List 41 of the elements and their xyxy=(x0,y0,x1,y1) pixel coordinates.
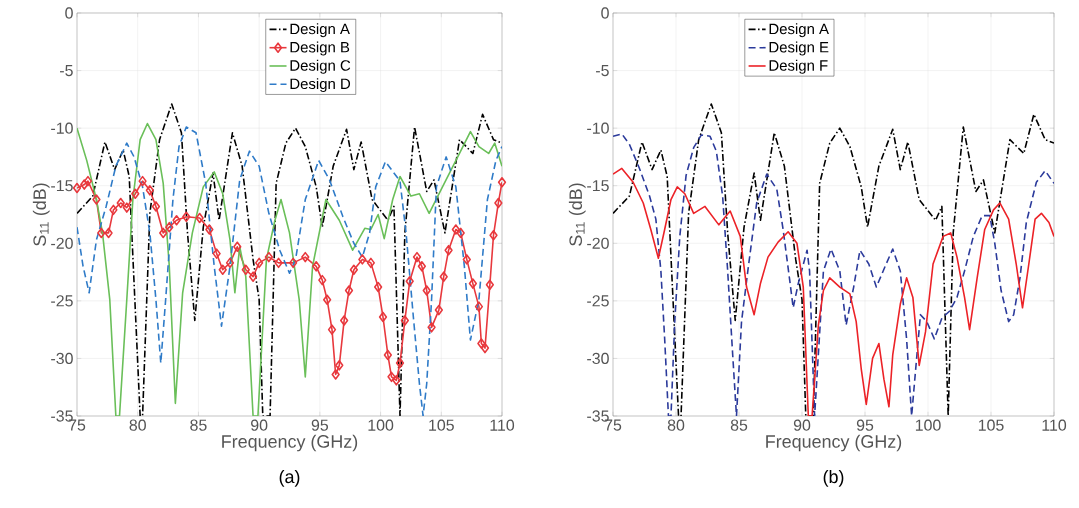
text: (b) xyxy=(823,469,844,487)
y-tick-label: -10 xyxy=(587,122,609,134)
x-tick-label: 105 xyxy=(978,419,1004,431)
y-tick-label: -20 xyxy=(587,237,609,249)
x-tick-label: 105 xyxy=(429,419,454,431)
x-tick-label: 110 xyxy=(490,419,515,431)
y-tick-label: -5 xyxy=(60,65,73,77)
y-tick-label: 0 xyxy=(65,7,73,19)
x-tick-label: 80 xyxy=(667,419,685,431)
x-axis-title: Frequency (GHz) xyxy=(222,434,358,452)
text: (a) xyxy=(279,469,300,487)
y-tick-label: -30 xyxy=(51,352,73,365)
x-tick-label: 95 xyxy=(311,419,329,431)
y-tick-label: 0 xyxy=(601,7,609,19)
x-tick-label: 90 xyxy=(251,419,268,431)
y-tick-label: -25 xyxy=(587,295,609,307)
x-tick-label: 95 xyxy=(856,419,874,431)
x-tick-label: 100 xyxy=(368,419,394,431)
x-tick-label: 80 xyxy=(129,419,146,431)
x-tick-label: 85 xyxy=(730,419,748,431)
legend-label: Design A xyxy=(769,23,829,38)
legend-label: Design A xyxy=(290,23,350,38)
x-axis-title: Frequency (GHz) xyxy=(766,434,902,452)
y-tick-label: -15 xyxy=(51,180,73,192)
x-tick-label: 100 xyxy=(915,419,941,431)
y-axis-title: S$_{11}$ (dB) xyxy=(568,183,586,246)
legend-label: Design B xyxy=(290,41,350,56)
legend-label: Design D xyxy=(290,78,351,93)
y-tick-label: -10 xyxy=(51,122,73,134)
x-tick-label: 90 xyxy=(793,419,811,431)
legend-label: Design E xyxy=(769,41,829,56)
y-tick-label: -5 xyxy=(596,65,609,77)
x-tick-label: 110 xyxy=(1042,419,1067,431)
legend-label: Design F xyxy=(769,59,828,74)
y-axis-title: S$_{11}$ (dB) xyxy=(32,183,50,246)
y-tick-label: -30 xyxy=(587,352,609,365)
y-tick-label: -20 xyxy=(51,237,73,249)
y-tick-label: -25 xyxy=(51,295,73,307)
legend-label: Design C xyxy=(290,59,351,74)
y-tick-label: -15 xyxy=(587,180,609,192)
x-tick-label: 85 xyxy=(190,419,207,431)
